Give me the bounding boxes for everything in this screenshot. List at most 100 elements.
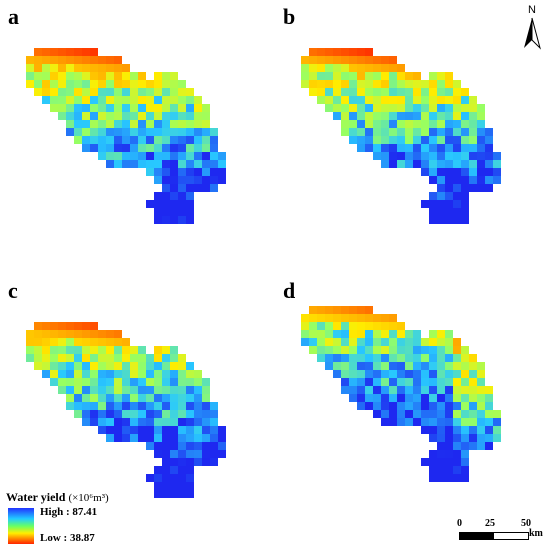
- raster-cell: [461, 402, 469, 410]
- raster-cell: [154, 466, 162, 474]
- raster-cell: [309, 330, 317, 338]
- raster-cell: [98, 144, 106, 152]
- raster-cell: [98, 370, 106, 378]
- raster-cell: [202, 458, 210, 466]
- raster-cell: [178, 474, 186, 482]
- raster-cell: [186, 370, 194, 378]
- raster-cell: [477, 410, 485, 418]
- raster-cell: [178, 200, 186, 208]
- raster-cell: [34, 330, 42, 338]
- raster-cell: [202, 136, 210, 144]
- raster-cell: [34, 80, 42, 88]
- raster-cell: [66, 338, 74, 346]
- raster-cell: [122, 128, 130, 136]
- raster-cell: [178, 128, 186, 136]
- raster-cell: [341, 362, 349, 370]
- raster-cell: [114, 410, 122, 418]
- raster-cell: [90, 418, 98, 426]
- raster-cell: [413, 80, 421, 88]
- raster-cell: [317, 88, 325, 96]
- raster-cell: [325, 48, 333, 56]
- raster-cell: [50, 338, 58, 346]
- raster-cell: [333, 346, 341, 354]
- raster-cell: [381, 322, 389, 330]
- raster-cell: [138, 72, 146, 80]
- raster-cell: [170, 216, 178, 224]
- raster-cell: [437, 168, 445, 176]
- raster-cell: [202, 168, 210, 176]
- raster-cell: [381, 418, 389, 426]
- raster-cell: [389, 362, 397, 370]
- raster-cell: [445, 474, 453, 482]
- raster-cell: [453, 80, 461, 88]
- raster-cell: [333, 56, 341, 64]
- raster-cell: [453, 474, 461, 482]
- raster-cell: [162, 418, 170, 426]
- raster-cell: [170, 474, 178, 482]
- raster-cell: [186, 378, 194, 386]
- raster-cell: [413, 370, 421, 378]
- raster-cell: [186, 426, 194, 434]
- raster-cell: [373, 314, 381, 322]
- raster-cell: [162, 410, 170, 418]
- raster-cell: [138, 112, 146, 120]
- raster-cell: [373, 394, 381, 402]
- raster-cell: [437, 394, 445, 402]
- raster-cell: [194, 184, 202, 192]
- raster-cell: [469, 394, 477, 402]
- raster-cell: [389, 346, 397, 354]
- raster-cell: [413, 338, 421, 346]
- raster-cell: [437, 96, 445, 104]
- raster-cell: [453, 338, 461, 346]
- raster-cell: [154, 426, 162, 434]
- raster-cell: [461, 466, 469, 474]
- raster-cell: [114, 128, 122, 136]
- raster-cell: [202, 184, 210, 192]
- raster-cell: [421, 394, 429, 402]
- raster-cell: [186, 216, 194, 224]
- raster-cell: [122, 386, 130, 394]
- raster-cell: [365, 314, 373, 322]
- raster-cell: [154, 394, 162, 402]
- raster-cell: [349, 56, 357, 64]
- legend-color-ramp: [8, 508, 34, 544]
- raster-cell: [90, 330, 98, 338]
- raster-cell: [349, 80, 357, 88]
- raster-cell: [429, 394, 437, 402]
- raster-cell: [106, 426, 114, 434]
- raster-cell: [421, 96, 429, 104]
- raster-cell: [429, 160, 437, 168]
- raster-cell: [381, 56, 389, 64]
- raster-cell: [437, 160, 445, 168]
- raster-cell: [178, 152, 186, 160]
- raster-cell: [453, 104, 461, 112]
- raster-cell: [429, 80, 437, 88]
- raster-cell: [186, 96, 194, 104]
- raster-cell: [66, 96, 74, 104]
- raster-cell: [74, 72, 82, 80]
- raster-cell: [106, 418, 114, 426]
- raster-cell: [162, 96, 170, 104]
- raster-cell: [445, 168, 453, 176]
- raster-cell: [98, 402, 106, 410]
- raster-cell: [130, 144, 138, 152]
- panel-label-b: b: [283, 4, 296, 29]
- raster-cell: [194, 426, 202, 434]
- raster-cell: [130, 346, 138, 354]
- raster-cell: [309, 88, 317, 96]
- raster-cell: [485, 136, 493, 144]
- raster-cell: [202, 120, 210, 128]
- raster-cell: [461, 112, 469, 120]
- raster-cell: [90, 144, 98, 152]
- raster-cell: [333, 96, 341, 104]
- raster-cell: [154, 96, 162, 104]
- raster-cell: [389, 88, 397, 96]
- raster-cell: [365, 322, 373, 330]
- raster-cell: [469, 386, 477, 394]
- raster-cell: [365, 402, 373, 410]
- raster-cell: [178, 216, 186, 224]
- raster-cell: [453, 152, 461, 160]
- raster-cell: [26, 346, 34, 354]
- raster-cell: [437, 192, 445, 200]
- raster-cell: [26, 338, 34, 346]
